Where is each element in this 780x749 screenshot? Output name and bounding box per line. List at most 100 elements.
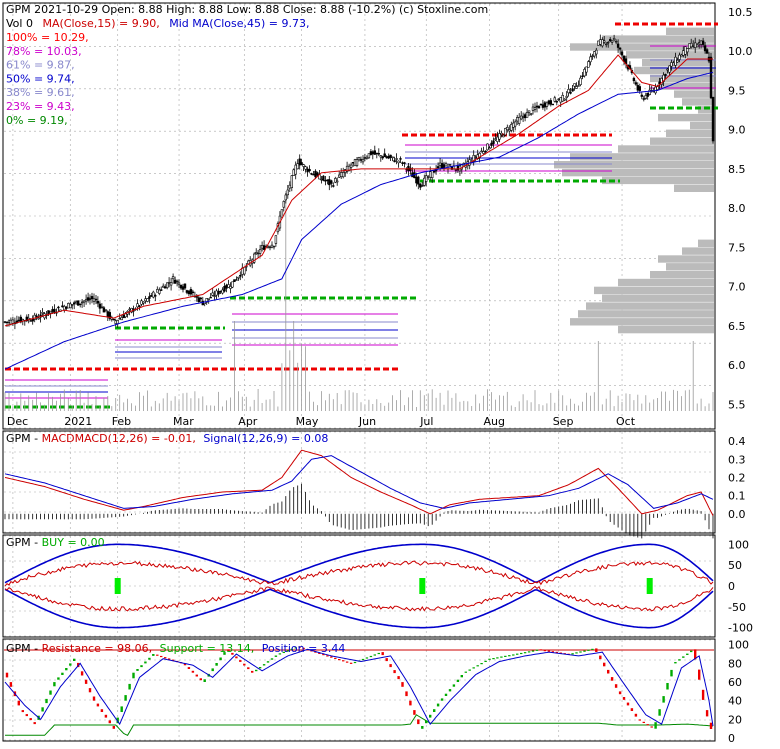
position-step — [152, 654, 155, 656]
position-step — [73, 658, 76, 661]
price-bar-body — [280, 209, 284, 218]
price-bar-body — [369, 151, 373, 155]
price-bar-body — [5, 321, 9, 324]
position-step — [104, 714, 108, 718]
price-bar-body — [90, 296, 94, 299]
price-bar-body — [440, 163, 444, 169]
position-grid — [4, 639, 714, 741]
price-bar-body — [292, 169, 295, 176]
position-step — [634, 713, 638, 717]
fib-level-label: 100% = 10.29, — [6, 31, 89, 44]
macd-label: MACDMACD(12,26) = -0.01, — [42, 432, 196, 445]
price-bar-body — [49, 310, 52, 314]
price-bar-body — [506, 127, 509, 131]
volume-profile-bar — [602, 35, 714, 43]
position-step — [29, 718, 32, 721]
position-step — [520, 652, 523, 655]
y-tick-label: 6.0 — [728, 359, 746, 372]
price-bar-body — [167, 282, 171, 284]
price-bar-body — [610, 40, 614, 43]
price-bar-body — [646, 92, 649, 97]
position-step — [630, 708, 634, 711]
price-bar-body — [233, 279, 236, 283]
x-tick-label: Dec — [7, 415, 28, 428]
price-bar-body — [359, 159, 363, 161]
price-bar-body — [367, 153, 371, 159]
position-step — [203, 679, 206, 682]
price-bar-body — [164, 286, 167, 289]
price-bar-body — [211, 292, 214, 296]
macd-legend: GPM - MACDMACD(12,26) = -0.01, Signal(12… — [6, 432, 328, 445]
price-bar-body — [604, 43, 608, 46]
position-step — [369, 655, 373, 658]
price-bar-body — [589, 56, 592, 63]
price-bar-body — [296, 163, 299, 170]
position-step — [69, 663, 72, 666]
price-bar-body — [557, 98, 560, 101]
price-bar-body — [424, 175, 428, 182]
position-step — [464, 671, 467, 673]
position-step — [587, 649, 590, 651]
price-bar-body — [676, 59, 679, 63]
price-bar-body — [365, 156, 369, 159]
y-tick-label: 8.5 — [728, 163, 746, 176]
price-bar-body — [563, 98, 566, 101]
price-bar-body — [705, 49, 709, 54]
y-tick-label: 9.5 — [728, 84, 746, 97]
price-bar-body — [154, 295, 157, 297]
buy-grid — [4, 535, 714, 637]
price-bar-body — [375, 152, 378, 155]
price-bar-body — [379, 155, 382, 158]
price-bar-body — [541, 104, 545, 108]
price-bar-body — [349, 164, 353, 168]
position-step — [393, 670, 396, 674]
x-tick-label: Jul — [419, 415, 433, 428]
resistance-label: Resistance = 98.06, — [42, 642, 152, 655]
price-bar-body — [197, 297, 200, 303]
volume-profile-bar — [698, 106, 714, 114]
price-bar-body — [591, 55, 594, 58]
position-step — [508, 655, 511, 657]
position-step — [96, 703, 100, 707]
position-step — [413, 710, 416, 715]
price-bar-body — [262, 245, 266, 250]
position-step — [33, 722, 36, 725]
position-step — [626, 702, 630, 706]
price-bar-body — [136, 303, 139, 308]
x-tick-label: Jun — [358, 415, 376, 428]
price-bar-body — [158, 289, 161, 294]
position-step — [417, 719, 420, 725]
position-step — [385, 658, 388, 662]
price-bar-body — [150, 295, 153, 297]
volume-profile-bar — [602, 176, 714, 185]
position-step — [342, 660, 345, 662]
volume-profile-bar — [554, 161, 714, 169]
position-step — [100, 709, 104, 712]
vol-label: Vol 0 — [6, 17, 33, 30]
position-step — [361, 658, 365, 661]
buy-markers — [114, 578, 653, 594]
ma15-line — [4, 54, 713, 327]
position-step — [124, 695, 127, 701]
price-bar-body — [423, 177, 426, 186]
buy-marker — [646, 578, 653, 594]
y-tick-label: 0.0 — [728, 508, 746, 521]
volume-profile-bar — [626, 51, 714, 59]
position-step — [57, 677, 60, 680]
price-bar-body — [608, 39, 612, 42]
price-bar-body — [502, 135, 505, 138]
position-step — [674, 662, 677, 664]
position-step — [401, 682, 404, 687]
price-bar-body — [442, 164, 446, 169]
price-bar-body — [173, 279, 177, 284]
price-bar-body — [302, 164, 305, 167]
position-step — [456, 679, 460, 682]
position-step — [527, 651, 531, 653]
price-bar-body — [484, 150, 487, 153]
price-bar-body — [86, 297, 90, 301]
position-step — [444, 693, 448, 696]
price-bar-body — [545, 102, 549, 107]
price-bar-body — [47, 310, 50, 315]
price-bar-body — [664, 74, 667, 76]
price-bar-body — [189, 289, 193, 295]
